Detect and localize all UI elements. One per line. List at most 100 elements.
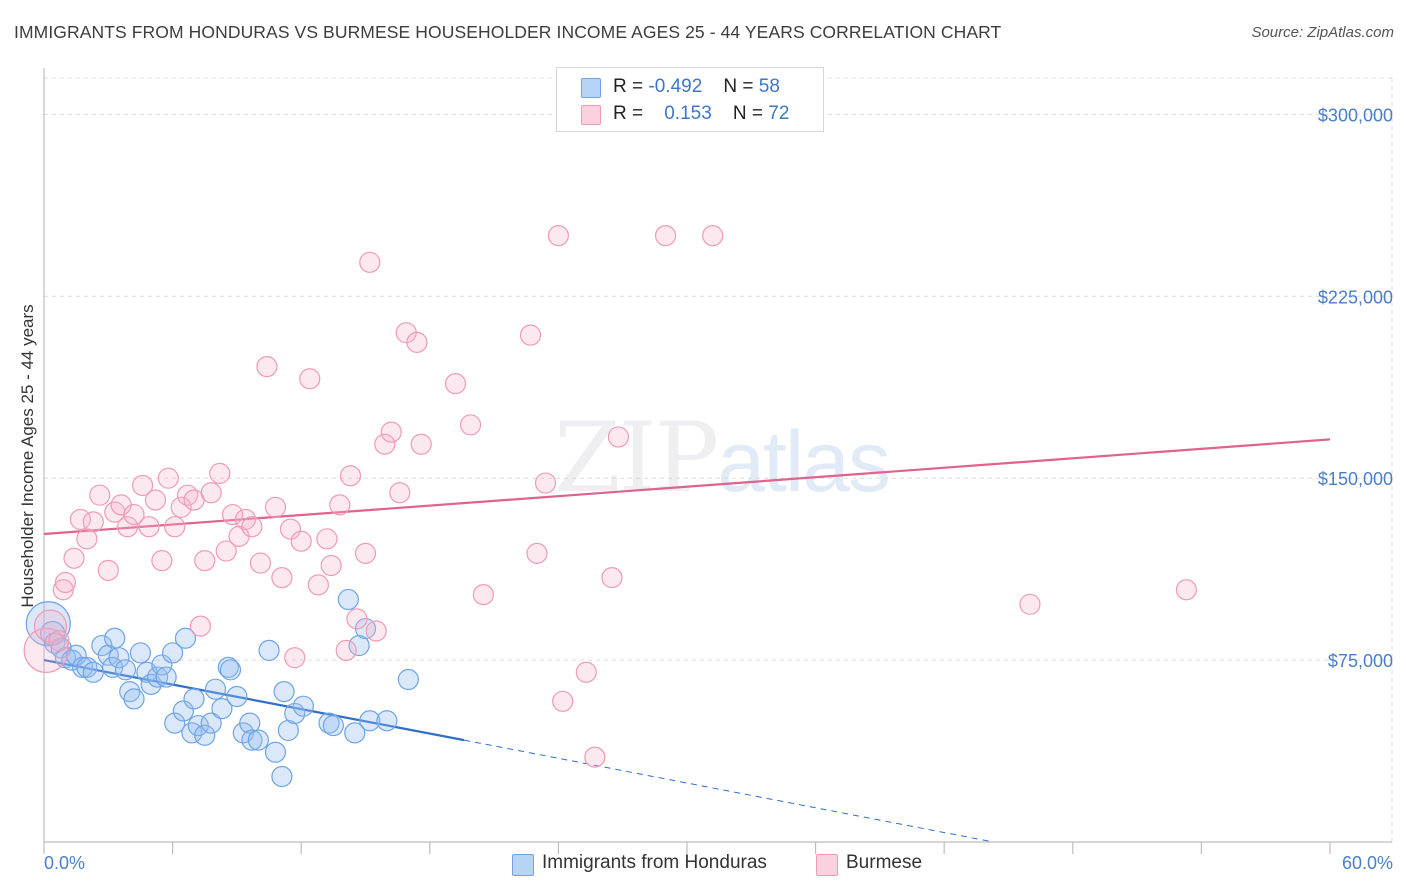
data-point <box>215 540 237 562</box>
data-point <box>607 426 630 448</box>
data-point <box>129 642 152 664</box>
data-point <box>211 698 233 720</box>
data-point <box>290 530 312 552</box>
data-point <box>97 559 119 581</box>
data-point <box>279 518 302 540</box>
y-tick-label: $150,000 <box>1318 469 1393 489</box>
data-point <box>209 462 231 484</box>
data-point <box>601 567 623 589</box>
data-point <box>339 465 362 487</box>
data-point <box>241 729 263 751</box>
data-point <box>174 627 197 649</box>
legend-r-value: -0.492 <box>648 76 703 97</box>
data-point <box>194 724 216 746</box>
data-point <box>389 482 411 504</box>
data-point <box>365 620 387 642</box>
chart-title: IMMIGRANTS FROM HONDURAS VS BURMESE HOUS… <box>14 22 1002 42</box>
data-point <box>552 690 574 712</box>
legend-n-value: 58 <box>758 76 780 97</box>
data-point <box>82 661 104 683</box>
data-point <box>459 414 482 436</box>
data-point <box>534 472 557 494</box>
data-point <box>226 685 248 708</box>
legend-swatch-blue <box>581 78 601 98</box>
data-point <box>194 550 216 572</box>
data-point <box>82 511 104 533</box>
data-point <box>241 516 263 538</box>
data-point <box>1019 593 1041 615</box>
data-point <box>48 630 70 652</box>
data-point <box>157 467 179 489</box>
data-point <box>284 647 306 669</box>
legend-n-value: 72 <box>768 103 790 124</box>
y-tick-label: $225,000 <box>1318 287 1393 307</box>
data-point <box>33 609 68 643</box>
data-point <box>89 484 111 506</box>
legend-n-label: N = <box>732 103 764 124</box>
x-tick-label: 60.0% <box>1342 853 1393 873</box>
data-point <box>200 482 222 504</box>
data-point <box>702 225 724 247</box>
data-point <box>359 710 381 732</box>
data-point <box>271 765 293 788</box>
data-point <box>654 225 677 247</box>
data-points <box>23 225 1197 788</box>
data-point <box>354 542 377 564</box>
y-tick-label: $300,000 <box>1318 105 1393 125</box>
data-point <box>284 702 306 725</box>
data-point <box>164 712 186 734</box>
data-point <box>123 503 145 526</box>
y-tick-label: $75,000 <box>1328 651 1393 671</box>
legend-r-label: R = <box>613 76 644 97</box>
data-point <box>264 496 287 518</box>
x-tick-label: 0.0% <box>44 853 85 873</box>
data-point <box>307 574 329 596</box>
data-point <box>65 644 87 666</box>
legend-r-label: R = <box>613 103 644 124</box>
legend-swatch-pink <box>581 105 601 125</box>
data-point <box>264 741 287 763</box>
data-point <box>258 639 280 661</box>
data-point <box>200 712 222 734</box>
data-point <box>204 678 227 700</box>
data-point <box>271 567 293 589</box>
tick-labels: $75,000 $150,000 $225,000 $300,000 0.0% 60.0% <box>44 105 1393 873</box>
data-point <box>292 695 314 717</box>
data-point <box>359 251 381 273</box>
data-point <box>380 421 402 443</box>
data-point <box>151 550 173 572</box>
honduras-trend-extension <box>463 739 994 843</box>
data-point <box>584 746 606 768</box>
bottom-legend-label: Burmese <box>846 852 923 873</box>
data-point <box>155 666 177 688</box>
data-point <box>54 571 77 594</box>
correlation-legend: R = -0.492 N = 58 R = 0.153 N = 72 <box>556 67 824 132</box>
data-point <box>144 489 167 511</box>
source-label: Source: ZipAtlas.com <box>1251 24 1394 41</box>
data-point <box>526 542 548 564</box>
data-point <box>138 516 160 538</box>
data-point <box>239 712 261 734</box>
bottom-legend-label: Immigrants from Honduras <box>542 852 767 873</box>
legend-n-label: N = <box>723 76 754 97</box>
bottom-legend-swatch-blue <box>512 854 534 876</box>
data-point <box>346 608 368 630</box>
data-point <box>162 642 184 664</box>
data-point <box>444 373 467 395</box>
burmese-trend-line <box>43 438 1331 536</box>
data-point <box>123 688 145 710</box>
honduras-trend-line <box>43 659 465 742</box>
data-point <box>376 710 398 732</box>
data-point <box>183 688 205 710</box>
data-point <box>320 554 342 577</box>
data-point <box>1175 579 1197 601</box>
data-point <box>344 722 366 744</box>
data-point <box>131 474 154 497</box>
data-point <box>219 659 242 681</box>
bottom-legend-swatch-pink <box>816 854 838 876</box>
data-point <box>52 579 74 601</box>
legend-r-value: 0.153 <box>664 103 712 124</box>
data-point <box>116 516 139 538</box>
data-point <box>335 639 357 661</box>
